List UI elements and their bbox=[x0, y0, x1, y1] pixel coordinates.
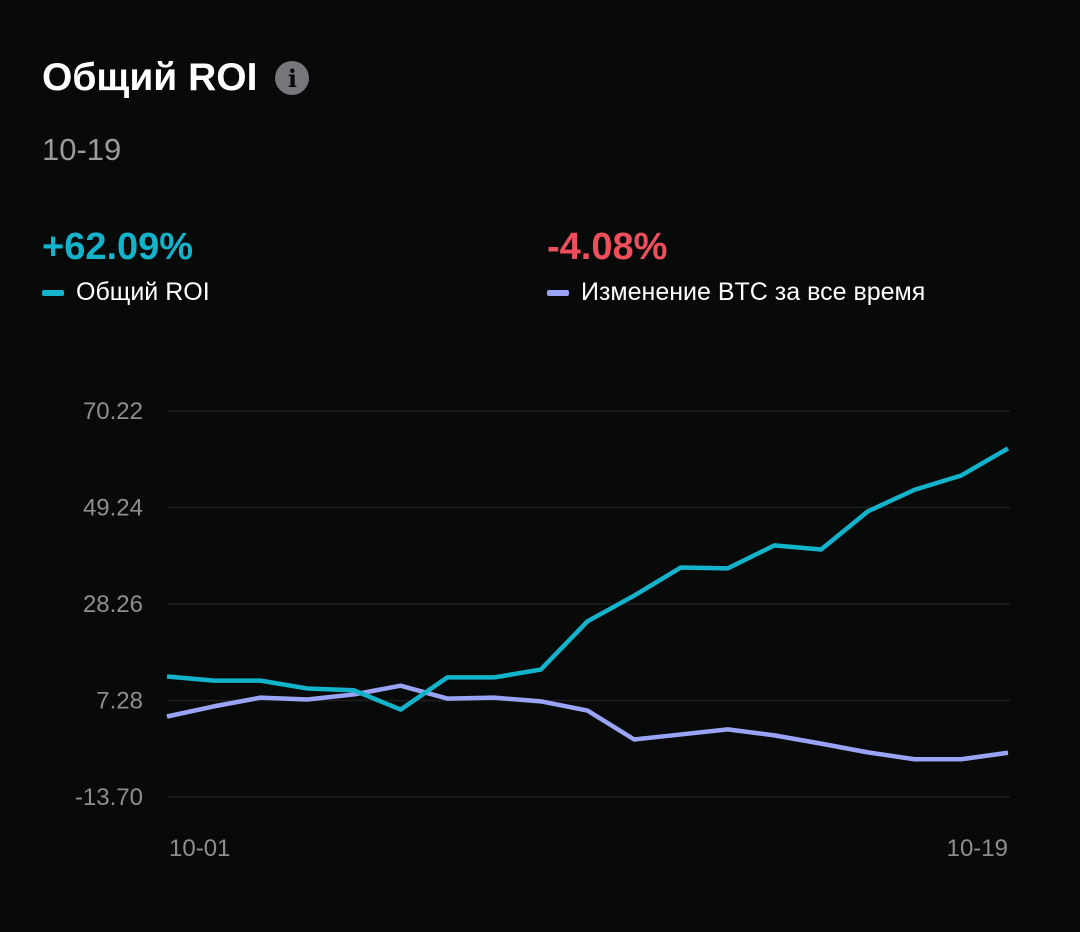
date-label: 10-19 bbox=[42, 132, 122, 167]
legend-label-roi: Общий ROI bbox=[76, 278, 210, 306]
info-icon[interactable]: i bbox=[275, 61, 310, 95]
series-line-roi bbox=[166, 446, 1010, 712]
series-line-btc bbox=[166, 683, 1009, 762]
y-tick-label: -13.70 bbox=[75, 784, 143, 811]
roi-value: +62.09% bbox=[42, 226, 194, 268]
page-title: Общий ROI i bbox=[42, 56, 310, 100]
legend-swatch-btc bbox=[547, 289, 569, 296]
y-tick-label: 49.24 bbox=[83, 495, 143, 522]
title-text: Общий ROI bbox=[42, 56, 258, 99]
y-tick-label: 70.22 bbox=[83, 398, 143, 425]
legend-swatch-roi bbox=[42, 289, 64, 296]
legend-label-btc: Изменение BTC за все время bbox=[581, 278, 926, 306]
x-tick-label: 10-19 bbox=[947, 835, 1008, 862]
y-tick-label: 28.26 bbox=[83, 591, 143, 618]
x-tick-label: 10-01 bbox=[169, 835, 230, 862]
legend-roi: Общий ROI bbox=[42, 278, 210, 307]
legend-btc: Изменение BTC за все время bbox=[547, 278, 925, 307]
btc-change-value: -4.08% bbox=[547, 226, 668, 268]
y-tick-label: 7.28 bbox=[96, 688, 143, 715]
